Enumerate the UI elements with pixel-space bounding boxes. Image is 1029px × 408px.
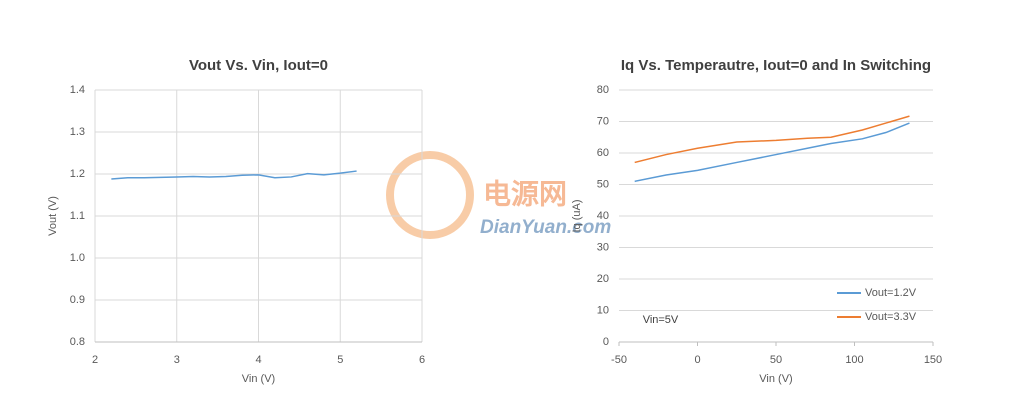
x-tick-label: 150 [924,354,942,366]
y-tick-label: 40 [597,210,609,222]
x-axis-label: Vin (V) [759,373,792,385]
watermark: 电源网 DianYuan.com [386,151,611,239]
y-tick-label: 30 [597,241,609,253]
x-tick-label: 4 [255,354,261,366]
y-tick-label: 80 [597,84,609,96]
x-tick-label: 3 [174,354,180,366]
x-tick-label: 0 [694,354,700,366]
x-tick-label: -50 [611,354,627,366]
y-tick-label: 1.4 [70,84,85,96]
watermark-logo [386,151,474,239]
y-tick-label: 0 [603,336,609,348]
y-tick-label: 10 [597,304,609,316]
x-tick-label: 6 [419,354,425,366]
y-tick-label: 50 [597,178,609,190]
chart-title: Vout Vs. Vin, Iout=0 [189,57,328,74]
data-line [634,115,910,164]
x-tick-label: 100 [845,354,863,366]
y-tick-label: 20 [597,273,609,285]
data-line [634,122,910,183]
y-axis-label: Iq (uA) [571,199,583,232]
y-tick-label: 0.8 [70,336,85,348]
x-axis-label: Vin (V) [242,373,275,385]
y-axis-label: Vout (V) [47,196,59,236]
y-tick-label: 0.9 [70,294,85,306]
y-tick-label: 1.3 [70,126,85,138]
data-line [111,170,357,180]
watermark-brand: 电源网 [483,178,567,209]
x-tick-label: 5 [337,354,343,366]
y-tick-label: 1.0 [70,252,85,264]
annotation: Vin=5V [643,314,679,326]
x-tick-label: 50 [770,354,782,366]
y-tick-label: 60 [597,147,609,159]
legend-label: Vout=3.3V [865,311,917,323]
y-tick-label: 1.2 [70,168,85,180]
y-tick-label: 70 [597,115,609,127]
legend-label: Vout=1.2V [865,287,917,299]
x-tick-label: 2 [92,354,98,366]
watermark-site: DianYuan.com [480,217,611,238]
y-tick-label: 1.1 [70,210,85,222]
chart-title: Iq Vs. Temperautre, Iout=0 and In Switch… [621,57,931,74]
